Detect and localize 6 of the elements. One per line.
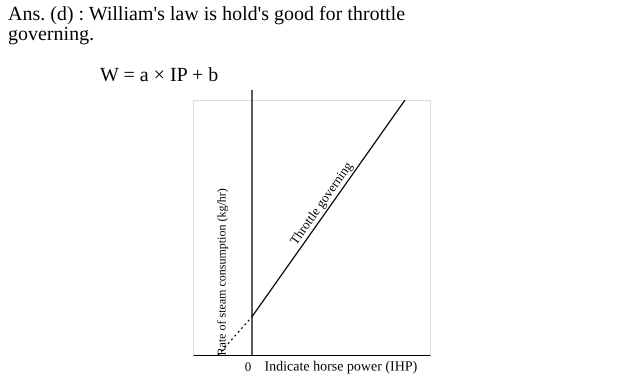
text: Ans. (d) : William's law is hold's good for throttle xyxy=(8,3,406,25)
y-axis-title: Rate of steam consumption (kg/hr) xyxy=(214,188,228,356)
x-axis-title: Indicate horse power (IHP) xyxy=(264,360,418,374)
text: W = a × IP + b xyxy=(100,64,218,86)
text: governing. xyxy=(8,23,94,45)
text: 0 xyxy=(244,359,252,374)
